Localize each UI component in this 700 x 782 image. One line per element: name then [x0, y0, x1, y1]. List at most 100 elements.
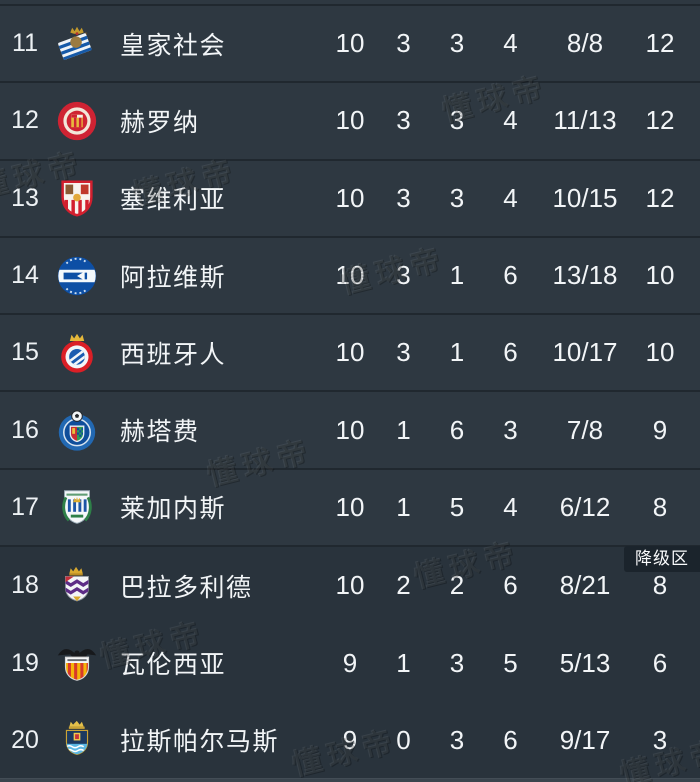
rank-number: 19 — [11, 648, 39, 677]
stat-goals: 8/8 — [566, 28, 604, 59]
team-name: 赫罗纳 — [120, 108, 200, 137]
stat-points: 12 — [645, 28, 675, 59]
row-stats: 10 3 3 4 11/13 12 — [323, 105, 700, 136]
stat-goals: 6/12 — [559, 491, 611, 522]
team-name: 皇家社会 — [120, 31, 227, 60]
team-name: 瓦伦西亚 — [120, 651, 227, 680]
stat-draws: 3 — [449, 724, 465, 755]
stat-draws: 2 — [449, 570, 465, 601]
stat-draws: 3 — [449, 105, 465, 136]
row-stats: 10 3 1 6 10/17 10 — [323, 337, 700, 368]
row-stats: 9 0 3 6 9/17 3 — [323, 725, 700, 756]
rank-number: 17 — [11, 492, 39, 521]
team-name: 阿拉维斯 — [120, 263, 227, 292]
stat-draws: 3 — [449, 28, 465, 59]
stat-draws: 5 — [449, 491, 465, 522]
stat-wins: 3 — [396, 337, 411, 368]
real-sociedad-logo — [54, 21, 100, 67]
row-stats: 10 1 5 4 6/12 8 — [323, 492, 700, 523]
stat-losses: 6 — [503, 337, 518, 368]
next-section-edge — [0, 778, 700, 782]
stat-points: 10 — [645, 337, 675, 368]
stat-goals: 7/8 — [566, 414, 604, 445]
getafe-logo — [54, 407, 100, 453]
team-name: 莱加内斯 — [120, 495, 227, 524]
stat-losses: 3 — [503, 414, 518, 445]
row-stats: 9 1 3 5 5/13 6 — [323, 648, 700, 679]
stat-goals: 10/15 — [552, 182, 618, 213]
stat-wins: 0 — [396, 724, 411, 755]
stat-played: 10 — [335, 182, 365, 213]
stat-played: 10 — [335, 105, 365, 136]
stat-draws: 6 — [449, 414, 465, 445]
stat-points: 8 — [652, 491, 668, 522]
table-row[interactable]: 17 莱加内斯 — [0, 469, 700, 548]
girona-logo — [54, 98, 100, 144]
stat-losses: 4 — [503, 28, 518, 59]
stat-losses: 6 — [503, 260, 518, 291]
stat-played: 9 — [342, 724, 358, 755]
stat-played: 9 — [342, 647, 358, 678]
alaves-logo — [54, 253, 100, 299]
valencia-logo — [54, 640, 100, 686]
stat-played: 10 — [335, 570, 365, 601]
stat-draws: 3 — [449, 182, 465, 213]
stat-wins: 3 — [396, 182, 411, 213]
table-row[interactable]: 19 — [0, 624, 700, 702]
team-name: 西班牙人 — [120, 340, 227, 369]
team-name: 赫塔费 — [120, 418, 200, 447]
stat-goals: 8/21 — [559, 570, 611, 601]
stat-wins: 1 — [396, 414, 411, 445]
rank-number: 11 — [12, 29, 38, 58]
rank-number: 15 — [11, 338, 39, 367]
stat-points: 6 — [652, 647, 668, 678]
table-row[interactable]: 18 巴拉多利德 — [0, 547, 700, 625]
stat-losses: 6 — [503, 570, 518, 601]
table-row[interactable]: 11 皇家社会 10 3 — [0, 6, 700, 84]
table-row[interactable]: 14 阿拉维斯 10 3 1 6 — [0, 237, 700, 316]
rank-number: 20 — [11, 725, 39, 754]
stat-goals: 13/18 — [552, 260, 618, 291]
stat-losses: 4 — [503, 182, 518, 213]
table-midzone: 11 皇家社会 10 3 — [0, 6, 700, 548]
stat-losses: 5 — [503, 647, 518, 678]
relegation-zone-badge: 降级区 — [624, 546, 700, 572]
stat-played: 10 — [335, 337, 365, 368]
stat-played: 10 — [335, 260, 365, 291]
stat-wins: 3 — [396, 105, 411, 136]
sevilla-logo — [54, 175, 100, 221]
table-row[interactable]: 16 — [0, 392, 700, 470]
rank-number: 18 — [11, 571, 39, 600]
rank-number: 16 — [11, 415, 39, 444]
stat-losses: 4 — [503, 105, 518, 136]
row-stats: 10 3 3 4 10/15 12 — [323, 183, 700, 214]
stat-wins: 1 — [396, 491, 411, 522]
stat-wins: 2 — [396, 570, 411, 601]
row-stats: 10 3 1 6 13/18 10 — [323, 260, 700, 291]
espanyol-logo — [54, 330, 100, 376]
table-row[interactable]: 12 赫罗纳 10 3 3 4 11/13 — [0, 83, 700, 161]
row-stats: 10 2 2 6 8/21 8 — [323, 570, 700, 601]
leganes-logo — [54, 484, 100, 530]
stat-draws: 1 — [449, 337, 465, 368]
stat-points: 8 — [652, 570, 668, 601]
table-row[interactable]: 15 西班牙人 10 3 1 6 — [0, 315, 700, 393]
stat-draws: 3 — [449, 647, 465, 678]
table-row[interactable]: 13 — [0, 160, 700, 238]
las-palmas-logo — [54, 717, 100, 763]
stat-goals: 11/13 — [553, 105, 617, 136]
stat-points: 3 — [652, 724, 668, 755]
rank-number: 14 — [11, 261, 39, 290]
stat-points: 9 — [652, 414, 668, 445]
stat-losses: 6 — [503, 724, 518, 755]
stat-wins: 1 — [396, 647, 411, 678]
stat-goals: 5/13 — [559, 647, 611, 678]
table-row[interactable]: 20 拉斯帕尔马斯 9 — [0, 701, 700, 779]
valladolid-logo — [54, 563, 100, 609]
stat-played: 10 — [335, 414, 365, 445]
row-stats: 10 1 6 3 7/8 9 — [323, 415, 700, 446]
stat-goals: 10/17 — [552, 337, 618, 368]
relegation-zone: 18 巴拉多利德 — [0, 547, 700, 779]
team-name: 拉斯帕尔马斯 — [120, 728, 280, 757]
